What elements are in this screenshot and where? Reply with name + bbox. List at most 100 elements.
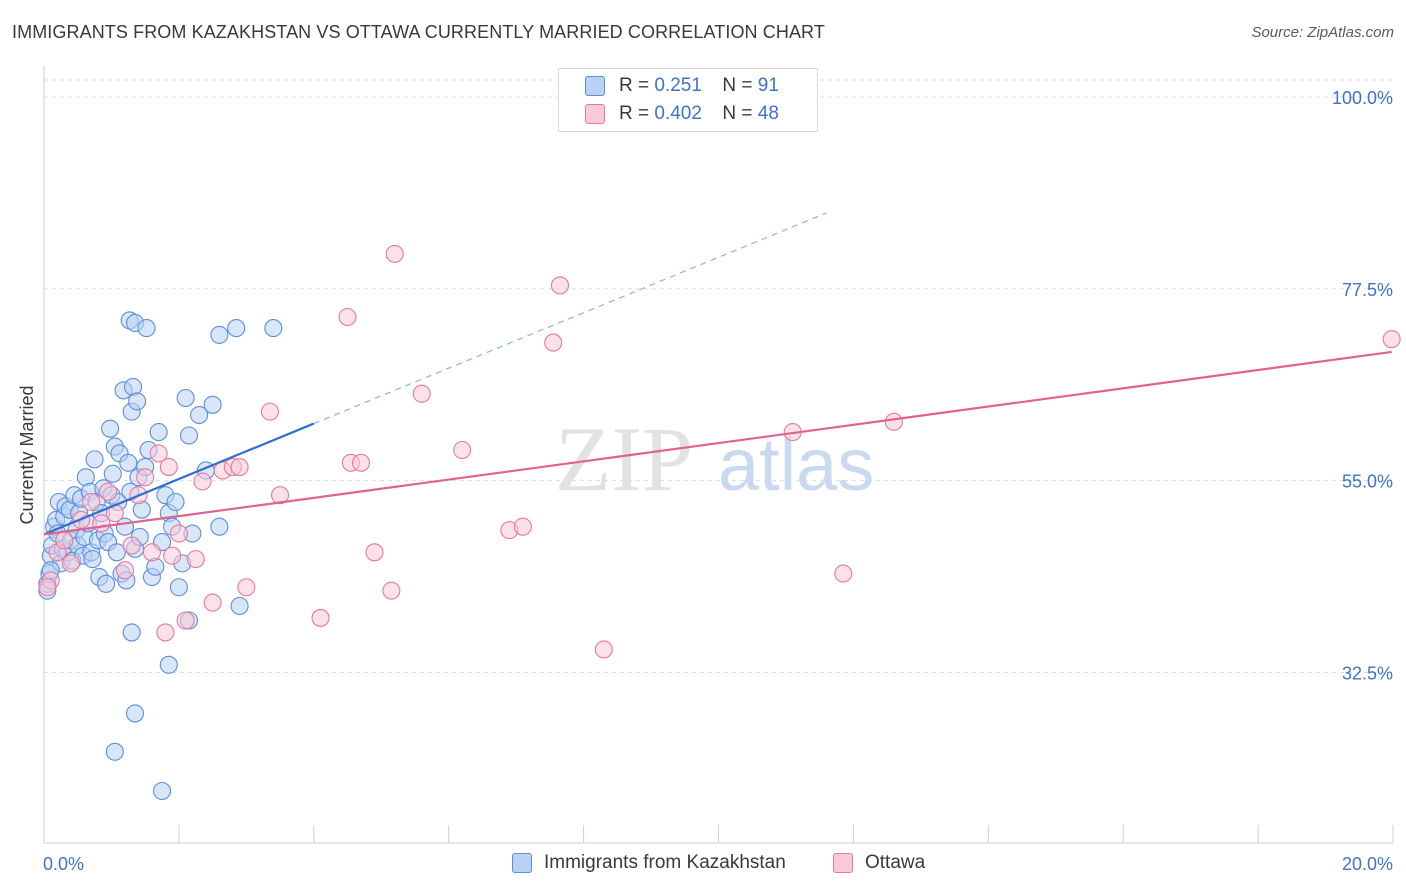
legend-swatch-blue (585, 76, 605, 96)
stats-legend: R = 0.251 N = 91 R = 0.402 N = 48 (558, 68, 818, 132)
point-ottawa (884, 412, 903, 431)
point-ottawa (156, 623, 175, 642)
point-ottawa (550, 276, 570, 295)
point-kazakhstan (203, 395, 222, 414)
point-kazakhstan (149, 423, 168, 442)
trend-line-kazakhstan-extension (313, 212, 827, 425)
point-ottawa (230, 457, 249, 477)
y-tick-label: 100.0% (1332, 88, 1393, 108)
point-ottawa (163, 546, 182, 565)
point-ottawa (453, 440, 472, 460)
point-ottawa (38, 578, 57, 597)
legend-swatch-pink (585, 104, 605, 124)
legend-swatch-pink (833, 853, 853, 873)
point-kazakhstan (85, 450, 104, 469)
watermark: ZIP atlas (555, 408, 874, 510)
point-kazakhstan (83, 550, 102, 569)
point-kazakhstan (119, 453, 138, 472)
legend-item-ottawa[interactable]: Ottawa (833, 852, 925, 874)
point-kazakhstan (137, 319, 156, 338)
legend-row-ottawa: R = 0.402 N = 48 (585, 102, 779, 126)
point-ottawa (544, 333, 563, 352)
legend-r-label: R = (619, 75, 650, 96)
legend-n-value: 48 (757, 103, 779, 124)
legend-r-value: 0.402 (654, 103, 702, 124)
point-kazakhstan (126, 704, 145, 723)
legend-r-label: R = (619, 103, 650, 124)
point-ottawa (365, 543, 384, 562)
point-ottawa (169, 524, 188, 543)
point-ottawa (193, 472, 212, 491)
y-tick-label: 77.5% (1342, 280, 1393, 300)
legend-label-ottawa: Ottawa (865, 852, 926, 873)
y-axis-title: Currently Married (17, 385, 37, 524)
point-kazakhstan (210, 325, 229, 344)
trend-line-kazakhstan (43, 422, 315, 536)
legend-swatch-blue (512, 853, 532, 873)
point-kazakhstan (166, 492, 185, 512)
point-kazakhstan (264, 319, 283, 338)
point-ottawa (237, 578, 256, 597)
y-tick-label: 55.0% (1342, 472, 1393, 492)
trend-line-ottawa (43, 350, 1392, 536)
legend-label-kazakhstan: Immigrants from Kazakhstan (544, 852, 786, 873)
series-legend: Immigrants from Kazakhstan Ottawa (0, 852, 1406, 878)
point-kazakhstan (179, 426, 199, 445)
point-ottawa (385, 244, 404, 263)
legend-n-value: 91 (757, 75, 779, 96)
axes (43, 66, 1394, 844)
legend-item-kazakhstan[interactable]: Immigrants from Kazakhstan (512, 852, 786, 874)
point-kazakhstan (122, 623, 141, 642)
point-ottawa (142, 543, 161, 562)
point-ottawa (136, 468, 155, 487)
x-tick-label-max: 20.0% (1342, 854, 1393, 874)
trend-lines (43, 212, 1392, 536)
point-ottawa (176, 611, 195, 630)
point-kazakhstan (227, 319, 246, 338)
tick-labels: 0.0% 20.0% 32.5% 55.0% 77.5% 100.0% (43, 88, 1393, 874)
point-ottawa (186, 550, 205, 569)
watermark-zip: ZIP (555, 408, 693, 510)
x-tick-label-min: 0.0% (43, 854, 84, 874)
point-kazakhstan (176, 388, 195, 408)
point-ottawa (351, 453, 371, 472)
point-kazakhstan (190, 405, 209, 425)
chart-title: IMMIGRANTS FROM KAZAKHSTAN VS OTTAWA CUR… (12, 22, 825, 42)
point-kazakhstan (159, 655, 178, 674)
point-ottawa (1382, 330, 1401, 349)
point-kazakhstan (210, 517, 229, 536)
point-ottawa (61, 554, 81, 573)
data-points (38, 244, 1401, 801)
legend-n-label: N = (722, 75, 753, 96)
point-ottawa (311, 608, 330, 627)
point-ottawa (149, 444, 168, 463)
point-kazakhstan (230, 596, 249, 616)
point-ottawa (159, 457, 178, 477)
point-ottawa (260, 402, 280, 421)
point-ottawa (99, 482, 118, 501)
point-ottawa (203, 593, 222, 612)
point-kazakhstan (107, 543, 126, 562)
point-ottawa (594, 640, 613, 659)
legend-n-label: N = (722, 103, 753, 124)
point-ottawa (82, 492, 101, 512)
point-kazakhstan (97, 574, 116, 593)
y-tick-label: 32.5% (1342, 663, 1393, 683)
point-kazakhstan (169, 578, 188, 597)
legend-row-kazakhstan: R = 0.251 N = 91 (585, 74, 779, 98)
point-ottawa (412, 384, 431, 403)
legend-r-value: 0.251 (654, 75, 702, 96)
point-ottawa (338, 307, 357, 327)
point-ottawa (122, 536, 141, 555)
point-ottawa (55, 531, 74, 550)
point-kazakhstan (101, 419, 120, 438)
source-credit: Source: ZipAtlas.com (1251, 24, 1394, 41)
point-kazakhstan (105, 742, 124, 761)
point-ottawa (513, 517, 532, 536)
point-kazakhstan (128, 392, 147, 411)
point-kazakhstan (103, 464, 122, 483)
point-ottawa (271, 486, 290, 505)
point-kazakhstan (152, 781, 172, 801)
point-ottawa (834, 564, 853, 583)
